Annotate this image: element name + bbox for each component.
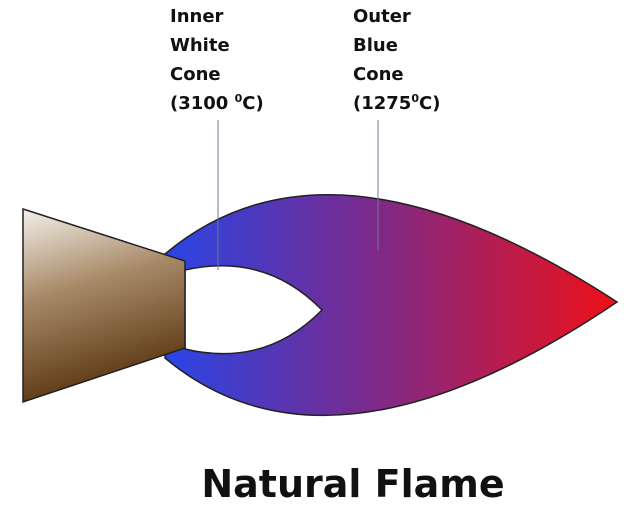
inner-label-line2: White [170,35,230,56]
inner-white-cone [184,264,324,355]
outer-label-line1: Outer [353,6,411,27]
outer-temperature: (12750C) [353,89,440,118]
diagram-title: Natural Flame [201,462,505,506]
inner-temp-value: (3100 [170,93,235,114]
outer-temp-value: (1275 [353,93,412,114]
outer-temp-unit: C) [418,93,441,114]
inner-label-line1: Inner [170,6,224,27]
inner-degree-mark: 0 [234,92,243,105]
outer-label-line2: Blue [353,35,398,56]
inner-temperature: (3100 0C) [170,89,264,118]
outer-blue-cone [164,194,619,416]
burner-nozzle [22,207,186,404]
outer-label-line3: Cone [353,64,404,85]
inner-temp-unit: C) [242,93,264,114]
outer-degree-mark: 0 [411,92,419,105]
outer-cone-label: Outer Blue Cone (12750C) [353,2,440,118]
inner-cone-label: Inner White Cone (3100 0C) [170,2,264,118]
inner-label-line3: Cone [170,64,221,85]
